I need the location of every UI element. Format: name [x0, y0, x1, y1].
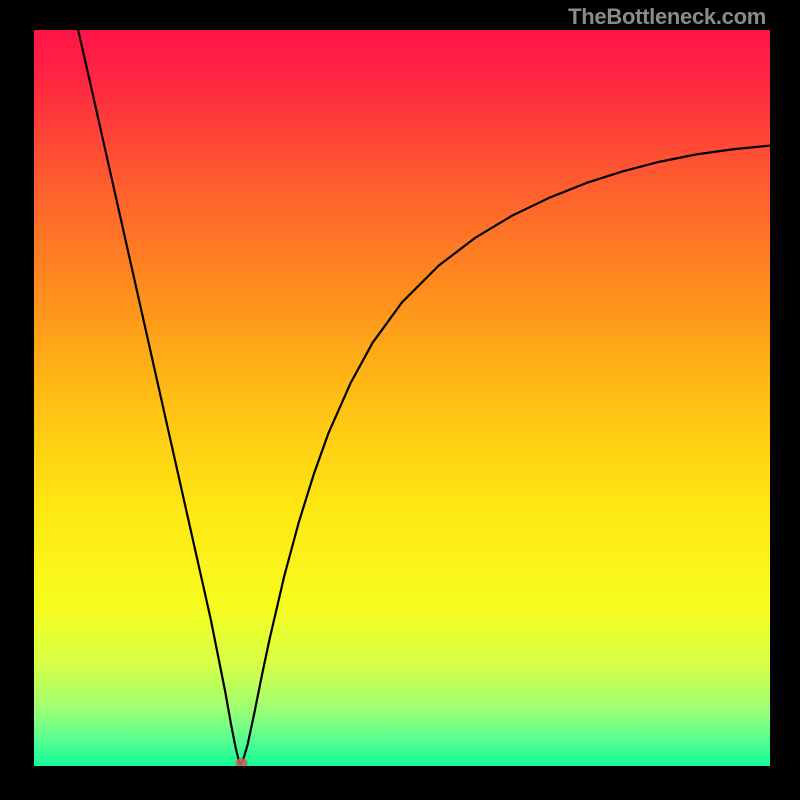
- plot-area: [34, 30, 770, 766]
- watermark-text: TheBottleneck.com: [568, 4, 766, 30]
- plot-svg: [34, 30, 770, 766]
- gradient-bg: [34, 30, 770, 766]
